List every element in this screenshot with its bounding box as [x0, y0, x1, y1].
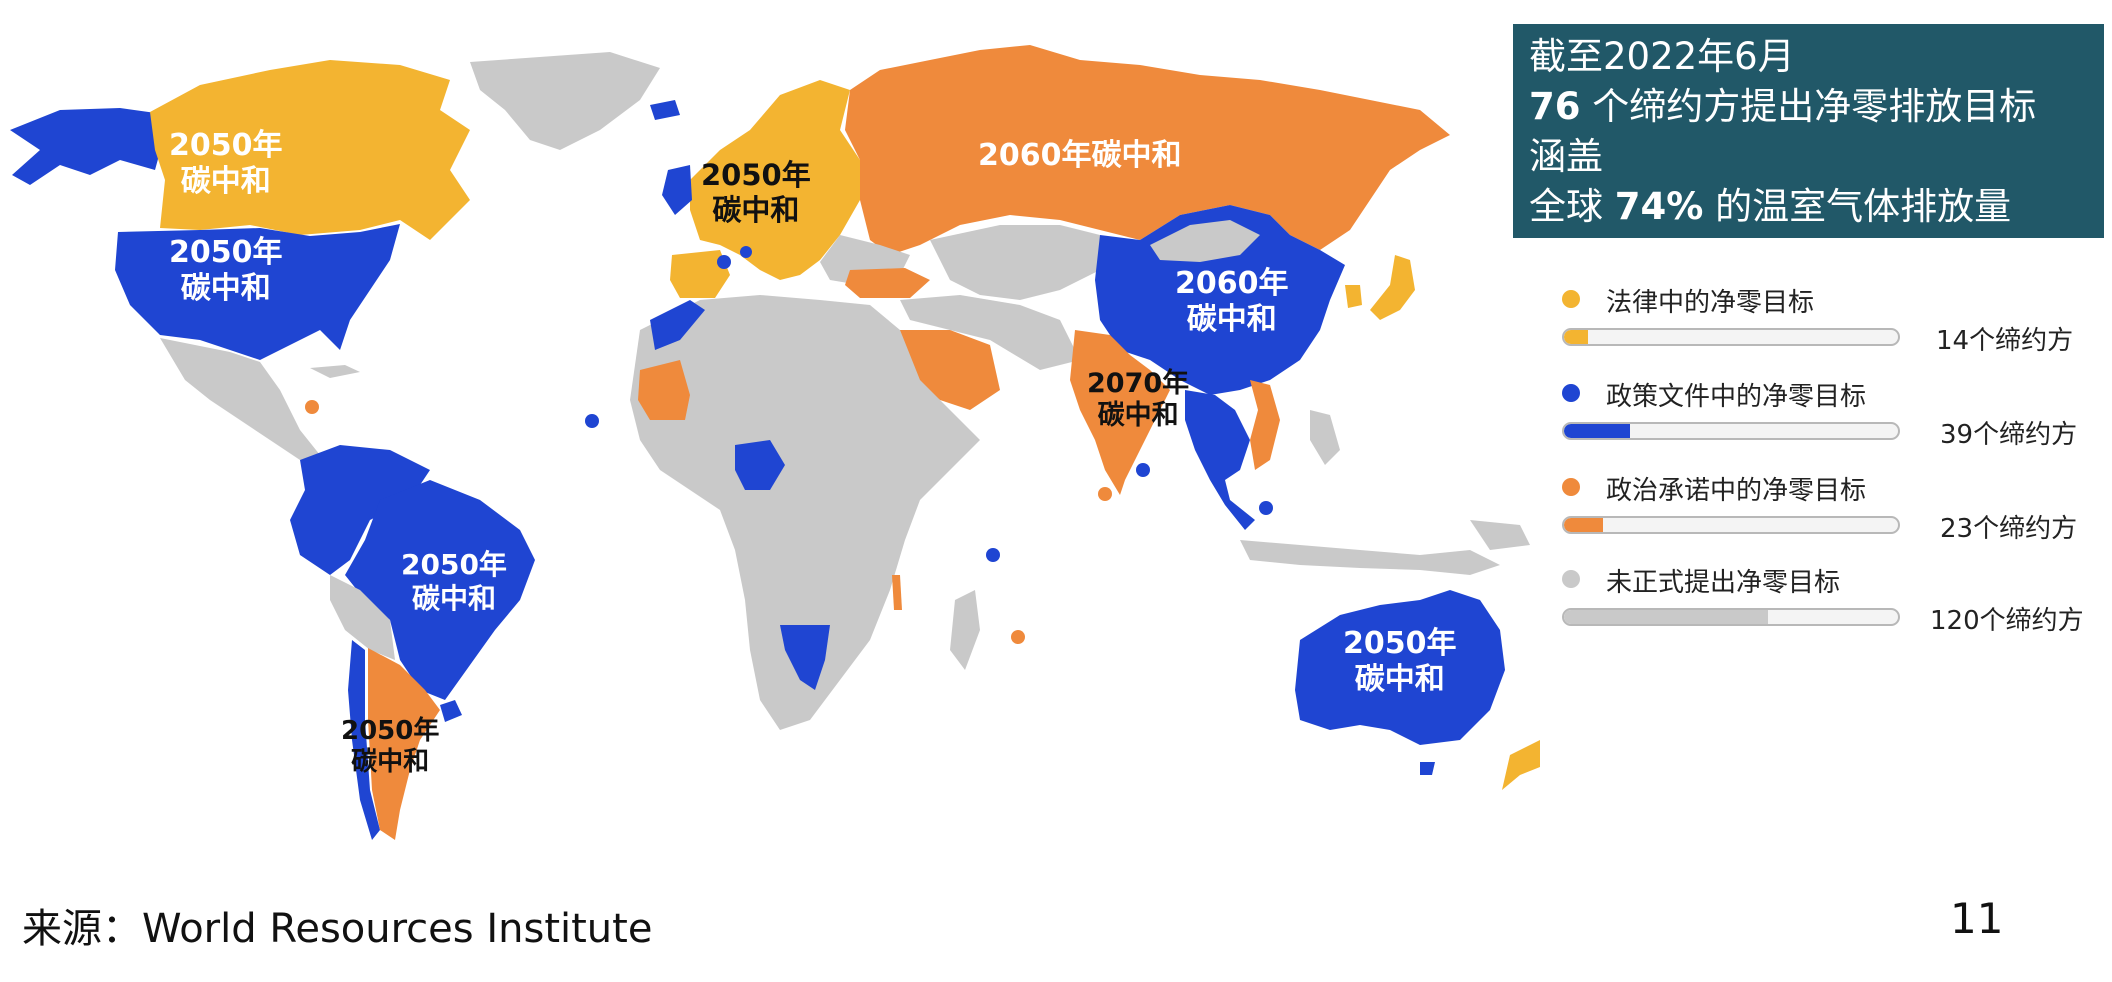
source-note: 来源：World Resources Institute [22, 906, 653, 952]
map-label-usa: 2050年 碳中和 [169, 235, 283, 306]
legend-bar-policy [1562, 422, 1900, 440]
region-morocco [650, 300, 705, 350]
region-andean-north [290, 445, 430, 575]
legend-label-legal: 法律中的净零目标 [1606, 288, 1815, 318]
region-bolivia [330, 575, 395, 660]
region-central-asia [930, 225, 1100, 300]
region-indonesia [1240, 540, 1500, 575]
region-nigeria [735, 440, 785, 490]
region-mexico [160, 338, 320, 460]
island-dot [740, 246, 752, 258]
world-map [10, 45, 1540, 840]
region-europe [690, 80, 860, 280]
region-canada [150, 60, 470, 240]
island-dot [1259, 501, 1273, 515]
region-madagascar [950, 590, 980, 670]
region-japan [1370, 255, 1415, 320]
map-label-australia: 2050年 碳中和 [1343, 626, 1457, 697]
legend-label-none: 未正式提出净零目标 [1606, 568, 1841, 598]
region-alaska [10, 108, 170, 185]
region-brazil [345, 480, 535, 700]
map-label-argentina: 2050年 碳中和 [341, 716, 440, 778]
region-chile [348, 640, 380, 840]
island-dot [1011, 630, 1025, 644]
map-label-canada: 2050年 碳中和 [169, 128, 283, 199]
legend-count-political: 23个缔约方 [1940, 514, 2078, 544]
legend-dot-legal [1562, 290, 1580, 308]
island-dot [717, 255, 731, 269]
region-mauritania [638, 360, 690, 420]
region-southeast-asia [1185, 390, 1255, 530]
legend-bar-fill-none [1564, 610, 1769, 624]
region-india [1070, 330, 1170, 495]
region-caribbean [310, 365, 360, 378]
legend-bar-fill-policy [1564, 424, 1631, 438]
legend-count-policy: 39个缔约方 [1940, 420, 2078, 450]
legend-dot-policy [1562, 384, 1580, 402]
region-africa [630, 295, 980, 730]
legend-count-none: 120个缔约方 [1930, 606, 2084, 636]
island-dot [1098, 487, 1112, 501]
region-usa [115, 224, 400, 360]
region-tasmania [1420, 762, 1435, 775]
region-turkey [845, 268, 930, 298]
region-australia [1295, 590, 1505, 745]
region-new-zealand [1502, 740, 1540, 790]
region-mongolia [1150, 220, 1260, 262]
region-uk [662, 165, 692, 215]
summary-box: 截至2022年6月 76 个缔约方提出净零排放目标 涵盖 全球 74% 的温室气… [1513, 24, 2104, 238]
legend-bar-legal [1562, 328, 1900, 346]
page-number: 11 [1950, 894, 2004, 943]
summary-share: 全球 74% 的温室气体排放量 [1529, 185, 2012, 228]
island-dot [305, 400, 319, 414]
island-dot [986, 548, 1000, 562]
region-iberia [670, 250, 730, 298]
region-russia [845, 45, 1450, 255]
region-philippines [1310, 410, 1340, 465]
region-uruguay [440, 700, 462, 722]
region-saudi-arabia [900, 330, 1000, 410]
island-dot [1136, 463, 1150, 477]
region-iceland [650, 100, 680, 120]
map-label-europe: 2050年 碳中和 [701, 158, 811, 227]
map-label-india: 2070年 碳中和 [1087, 368, 1190, 432]
region-namibia [780, 625, 830, 690]
summary-parties: 76 个缔约方提出净零排放目标 [1529, 85, 2037, 128]
map-label-china: 2060年 碳中和 [1175, 266, 1289, 337]
legend-bar-fill-legal [1564, 330, 1588, 344]
region-middle-east [900, 295, 1080, 370]
map-label-russia: 2060年碳中和 [978, 138, 1182, 173]
region-korea [1345, 285, 1362, 308]
legend-dot-political [1562, 478, 1580, 496]
region-greenland [470, 52, 660, 150]
region-vietnam [1250, 380, 1280, 470]
legend-bar-fill-political [1564, 518, 1604, 532]
summary-date: 截至2022年6月 [1529, 35, 1795, 78]
legend-dot-none [1562, 570, 1580, 588]
legend-bar-none [1562, 608, 1900, 626]
legend-bar-political [1562, 516, 1900, 534]
island-dot [585, 414, 599, 428]
legend-label-political: 政治承诺中的净零目标 [1606, 476, 1867, 506]
region-papua [1470, 520, 1530, 550]
summary-covers: 涵盖 [1529, 135, 1603, 178]
map-label-brazil: 2050年 碳中和 [401, 548, 507, 615]
region-malawi [892, 575, 902, 610]
legend-count-legal: 14个缔约方 [1936, 326, 2074, 356]
region-argentina [368, 648, 440, 840]
legend-label-policy: 政策文件中的净零目标 [1606, 382, 1867, 412]
